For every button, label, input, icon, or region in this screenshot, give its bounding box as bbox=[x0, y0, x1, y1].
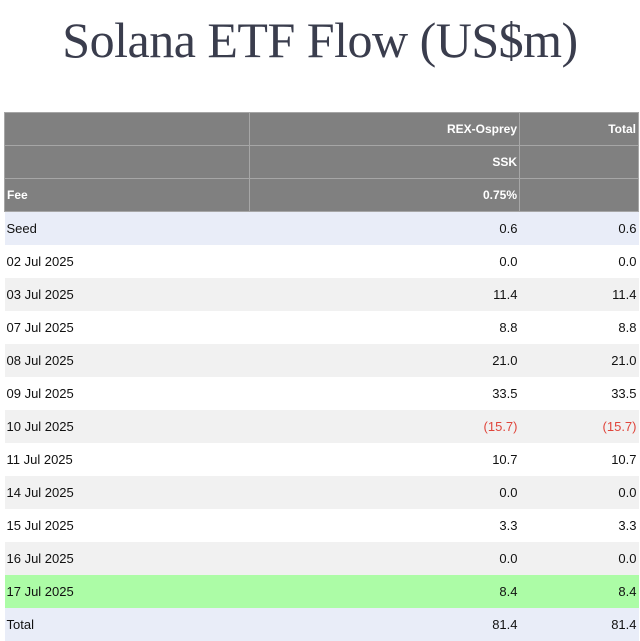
cell-ssk-flow: 33.5 bbox=[249, 376, 520, 410]
cell-total-flow: 10.7 bbox=[519, 442, 639, 476]
row-label: 08 Jul 2025 bbox=[4, 343, 250, 377]
header-row-tickers: SSK bbox=[4, 145, 639, 179]
ticker-total-blank bbox=[519, 145, 639, 179]
table-row: 11 Jul 2025 10.7 10.7 bbox=[4, 442, 639, 476]
table-row: 09 Jul 2025 33.5 33.5 bbox=[4, 376, 639, 410]
row-label: 14 Jul 2025 bbox=[4, 475, 250, 509]
table-row: 17 Jul 2025 8.4 8.4 bbox=[4, 574, 639, 608]
fee-label: Fee bbox=[4, 178, 250, 212]
cell-ssk-flow: 10.7 bbox=[249, 442, 520, 476]
cell-total-flow: 11.4 bbox=[519, 277, 639, 311]
cell-ssk-flow: 3.3 bbox=[249, 508, 520, 542]
fee-value-total bbox=[519, 178, 639, 212]
row-label: 07 Jul 2025 bbox=[4, 310, 250, 344]
cell-total-flow: 0.0 bbox=[519, 541, 639, 575]
cell-ssk-flow: 0.0 bbox=[249, 475, 520, 509]
row-label: Total bbox=[4, 607, 250, 641]
cell-total-flow: 8.8 bbox=[519, 310, 639, 344]
cell-total-flow: (15.7) bbox=[519, 409, 639, 443]
row-label: 10 Jul 2025 bbox=[4, 409, 250, 443]
table-row: 10 Jul 2025 (15.7) (15.7) bbox=[4, 409, 639, 443]
cell-total-flow: 21.0 bbox=[519, 343, 639, 377]
cell-ssk-flow: 8.8 bbox=[249, 310, 520, 344]
cell-ssk-flow: 8.4 bbox=[249, 574, 520, 608]
table-row: 07 Jul 2025 8.8 8.8 bbox=[4, 310, 639, 344]
ticker-corner-cell bbox=[4, 145, 250, 179]
cell-ssk-flow: 21.0 bbox=[249, 343, 520, 377]
row-label: 11 Jul 2025 bbox=[4, 442, 250, 476]
column-header-rex-osprey: REX-Osprey bbox=[249, 112, 520, 146]
table-row: 16 Jul 2025 0.0 0.0 bbox=[4, 541, 639, 575]
table-header: REX-Osprey Total SSK Fee 0.75% bbox=[4, 112, 639, 212]
row-label: 17 Jul 2025 bbox=[4, 574, 250, 608]
table-row: 14 Jul 2025 0.0 0.0 bbox=[4, 475, 639, 509]
total-row: Total 81.4 81.4 bbox=[4, 607, 639, 641]
table-body: Seed 0.6 0.6 02 Jul 2025 0.0 0.0 03 Jul 2025 11… bbox=[4, 211, 639, 641]
row-label: 15 Jul 2025 bbox=[4, 508, 250, 542]
header-row-fee: Fee 0.75% bbox=[4, 178, 639, 212]
table-row: 08 Jul 2025 21.0 21.0 bbox=[4, 343, 639, 377]
cell-ssk-flow: 0.0 bbox=[249, 541, 520, 575]
row-label: 09 Jul 2025 bbox=[4, 376, 250, 410]
row-label: 03 Jul 2025 bbox=[4, 277, 250, 311]
row-label: Seed bbox=[4, 211, 250, 245]
cell-total-flow: 33.5 bbox=[519, 376, 639, 410]
cell-total-flow: 0.6 bbox=[519, 211, 639, 245]
table-row: 03 Jul 2025 11.4 11.4 bbox=[4, 277, 639, 311]
table-row: 02 Jul 2025 0.0 0.0 bbox=[4, 244, 639, 278]
cell-ssk-flow: 0.0 bbox=[249, 244, 520, 278]
column-header-total: Total bbox=[519, 112, 639, 146]
table-row: Seed 0.6 0.6 bbox=[4, 211, 639, 245]
cell-ssk-flow: 0.6 bbox=[249, 211, 520, 245]
table-row: 15 Jul 2025 3.3 3.3 bbox=[4, 508, 639, 542]
ticker-ssk: SSK bbox=[249, 145, 520, 179]
cell-total-flow: 81.4 bbox=[519, 607, 639, 641]
cell-total-flow: 3.3 bbox=[519, 508, 639, 542]
etf-flow-table: REX-Osprey Total SSK Fee 0.75% Seed 0.6 0.… bbox=[4, 112, 639, 641]
cell-total-flow: 0.0 bbox=[519, 475, 639, 509]
page-title: Solana ETF Flow (US$m) bbox=[62, 12, 578, 68]
cell-total-flow: 8.4 bbox=[519, 574, 639, 608]
fee-value-ssk: 0.75% bbox=[249, 178, 520, 212]
cell-ssk-flow: (15.7) bbox=[249, 409, 520, 443]
cell-total-flow: 0.0 bbox=[519, 244, 639, 278]
header-row-issuers: REX-Osprey Total bbox=[4, 112, 639, 146]
row-label: 02 Jul 2025 bbox=[4, 244, 250, 278]
cell-ssk-flow: 11.4 bbox=[249, 277, 520, 311]
cell-ssk-flow: 81.4 bbox=[249, 607, 520, 641]
row-label: 16 Jul 2025 bbox=[4, 541, 250, 575]
header-corner-cell bbox=[4, 112, 250, 146]
